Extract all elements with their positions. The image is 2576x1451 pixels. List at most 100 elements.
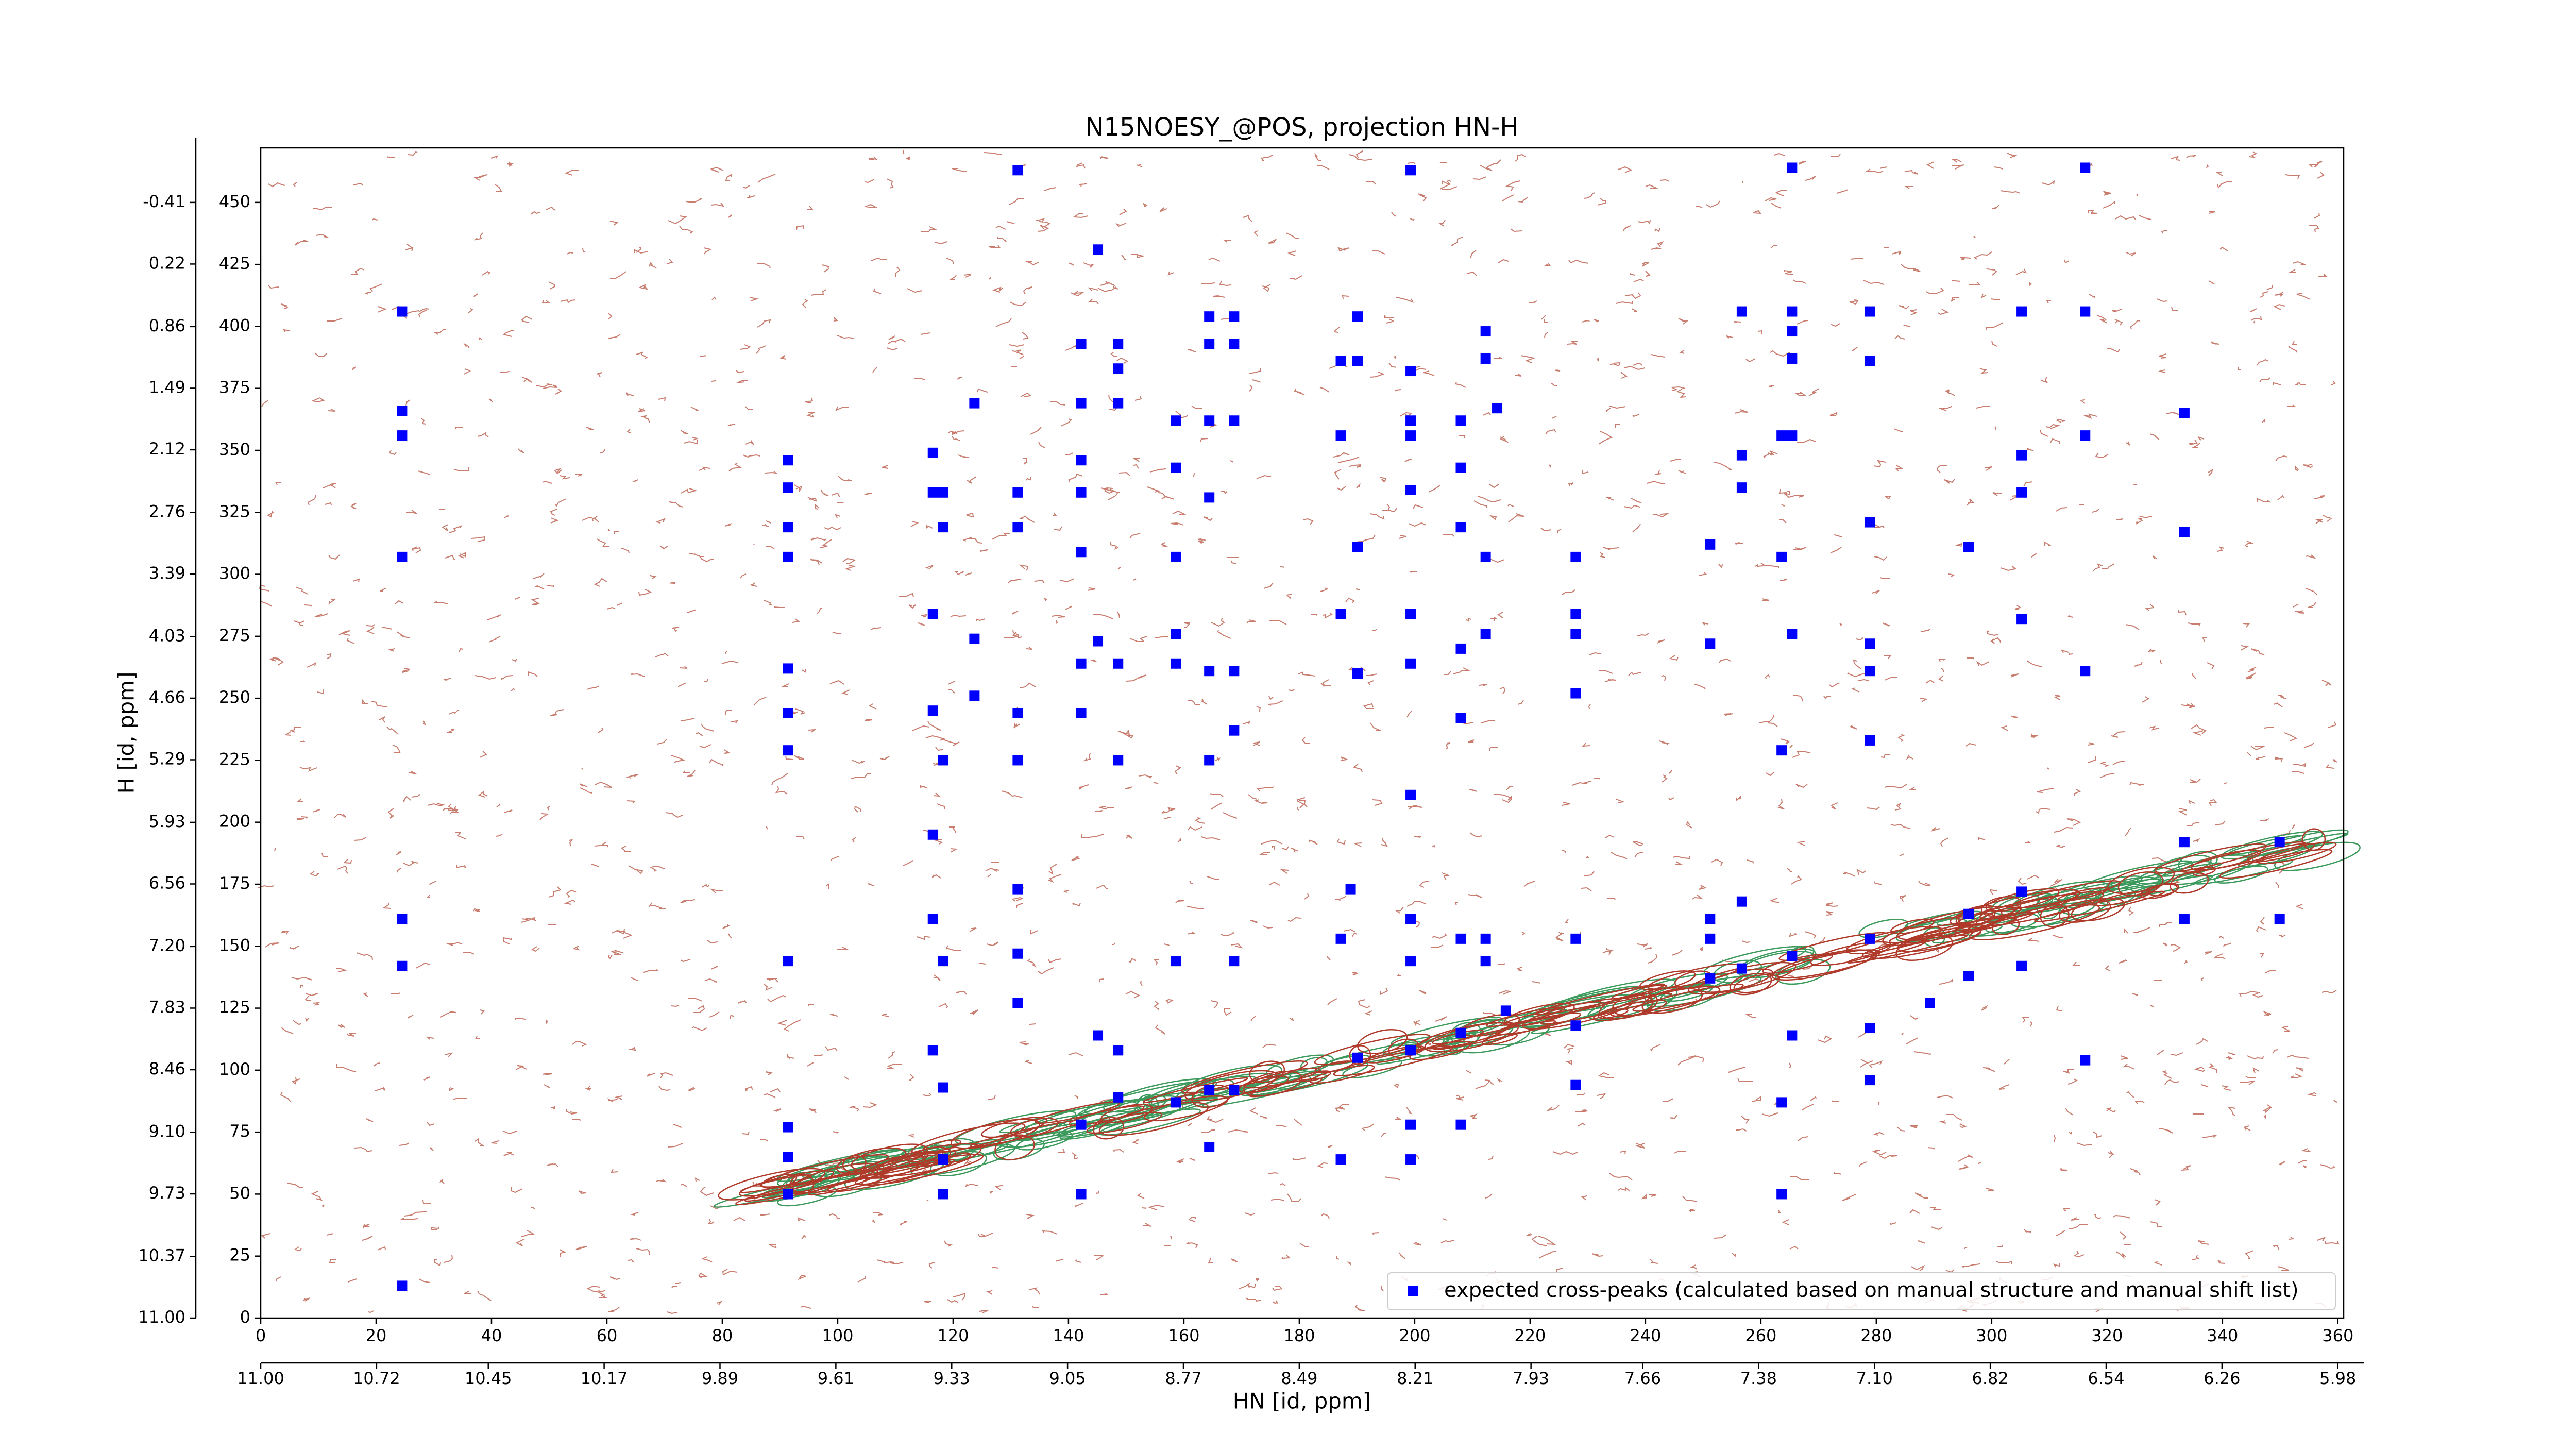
x2-tick-label: 7.10 <box>1856 1369 1893 1388</box>
y-tick-label: 325 <box>219 501 250 521</box>
cross-peak-marker <box>1480 551 1491 562</box>
cross-peak-marker <box>1012 755 1023 766</box>
x-tick-label: 280 <box>1860 1326 1892 1345</box>
cross-peak-marker <box>1345 884 1356 895</box>
y-tick-label: 150 <box>219 935 250 955</box>
cross-peak-marker <box>1204 311 1215 322</box>
cross-peak-marker <box>1705 539 1716 550</box>
cross-peak-marker <box>783 482 793 493</box>
cross-peak-marker <box>397 960 408 971</box>
x-tick-label: 360 <box>2322 1326 2353 1345</box>
cross-peak-marker <box>1736 450 1747 461</box>
cross-peak-marker <box>1570 551 1581 562</box>
cross-peak-marker <box>397 914 408 924</box>
cross-peak-marker <box>783 1122 793 1133</box>
cross-peak-marker <box>1012 884 1023 895</box>
cross-peak-marker <box>1480 629 1491 639</box>
cross-peak-marker <box>2016 614 2027 625</box>
cross-peak-marker <box>1229 1085 1240 1095</box>
cross-peak-marker <box>1405 430 1416 441</box>
y-tick-label: 75 <box>229 1121 250 1141</box>
cross-peak-marker <box>1204 755 1215 766</box>
cross-peak-marker <box>1787 951 1798 961</box>
cross-peak-marker <box>1455 1027 1466 1038</box>
x2-tick-label: 8.77 <box>1165 1369 1201 1388</box>
cross-peak-marker <box>2016 306 2027 317</box>
x-tick-label: 80 <box>712 1326 733 1345</box>
y-tick-label: 225 <box>219 749 250 769</box>
cross-peak-marker <box>783 522 793 533</box>
cross-peak-marker <box>397 406 408 416</box>
cross-peak-marker <box>1204 415 1215 426</box>
cross-peak-marker <box>1352 1052 1363 1063</box>
cross-peak-marker <box>1335 609 1346 619</box>
cross-peak-marker <box>1455 522 1466 533</box>
cross-peak-marker <box>938 1082 948 1093</box>
cross-peak-marker <box>1570 1079 1581 1090</box>
cross-peak-marker <box>1012 708 1023 719</box>
cross-peak-marker <box>2080 666 2091 677</box>
cross-peak-marker <box>1455 933 1466 944</box>
cross-peak-marker <box>1776 1097 1787 1108</box>
cross-peak-marker <box>1480 353 1491 364</box>
cross-peak-marker <box>1455 713 1466 723</box>
diagonal-contours-negative <box>718 828 2337 1205</box>
cross-peak-marker <box>1093 1030 1104 1041</box>
cross-peak-marker <box>1012 165 1023 176</box>
cross-peak-marker <box>1171 1097 1181 1108</box>
y-tick-label: 125 <box>219 998 250 1017</box>
noise-contours <box>258 149 2340 1314</box>
cross-peak-marker <box>783 956 793 967</box>
cross-peak-marker <box>938 956 948 967</box>
cross-peak-marker <box>1405 609 1416 619</box>
cross-peak-marker <box>1405 789 1416 800</box>
cross-peak-marker <box>1570 688 1581 699</box>
chart-title: N15NOESY_@POS, projection HN-H <box>1086 113 1519 142</box>
cross-peak-marker <box>2016 487 2027 498</box>
cross-peak-marker <box>2179 527 2190 537</box>
cross-peak-marker <box>1865 1075 1875 1086</box>
y-tick-label: 250 <box>219 687 250 707</box>
legend-box <box>1387 1272 2336 1310</box>
x-tick-label: 180 <box>1283 1326 1315 1345</box>
cross-peak-marker <box>1076 658 1087 669</box>
y-tick-label: 300 <box>219 564 250 583</box>
cross-peak-marker <box>1570 629 1581 639</box>
x-axis-label: HN [id, ppm] <box>1233 1389 1371 1414</box>
y2-tick-label: 9.10 <box>149 1121 185 1141</box>
x2-tick-label: 9.61 <box>818 1369 854 1388</box>
cross-peak-marker <box>1787 326 1798 337</box>
cross-peak-marker <box>2274 837 2285 848</box>
cross-peak-marker <box>1924 998 1935 1008</box>
y2-tick-label: 10.37 <box>138 1245 185 1265</box>
cross-peak-marker <box>1076 339 1087 349</box>
cross-peak-marker <box>927 1045 938 1056</box>
cross-peak-marker <box>1171 462 1181 473</box>
cross-peak-marker <box>1113 658 1124 669</box>
cross-peak-marker <box>2016 886 2027 897</box>
cross-peak-marker <box>1405 658 1416 669</box>
y-tick-label: 0 <box>240 1307 250 1327</box>
y2-tick-label: 11.00 <box>138 1307 185 1327</box>
cross-peak-marker <box>1352 356 1363 366</box>
y-tick-label: 425 <box>219 254 250 273</box>
cross-peak-marker <box>1736 896 1747 907</box>
y-tick-label: 100 <box>219 1059 250 1079</box>
cross-peak-marker <box>1171 415 1181 426</box>
y-tick-label: 450 <box>219 192 250 211</box>
x2-tick-label: 8.21 <box>1397 1369 1433 1388</box>
cross-peak-marker <box>1076 547 1087 558</box>
cross-peak-marker <box>1865 666 1875 677</box>
x-tick-label: 40 <box>481 1326 502 1345</box>
cross-peak-marker <box>1113 339 1124 349</box>
cross-peak-marker <box>1405 1045 1416 1056</box>
cross-peak-marker <box>1787 430 1798 441</box>
x-tick-label: 240 <box>1630 1326 1661 1345</box>
cross-peak-marker <box>2080 306 2091 317</box>
cross-peak-marker <box>1455 462 1466 473</box>
cross-peak-marker <box>783 551 793 562</box>
cross-peak-marker <box>1076 487 1087 498</box>
plot-frame <box>260 147 2345 1319</box>
